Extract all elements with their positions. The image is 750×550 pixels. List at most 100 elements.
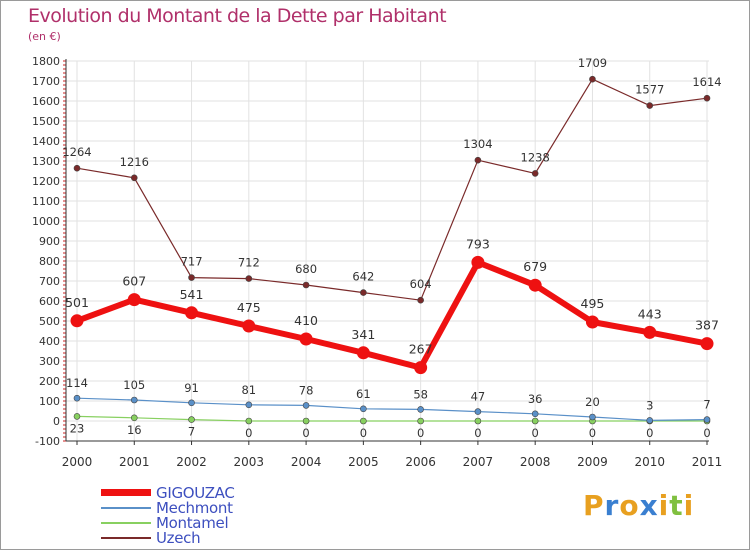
data-label-uzech: 1709 [578, 56, 607, 70]
data-label-mechmont: 58 [413, 387, 428, 401]
legend-swatch-montamel [101, 522, 151, 524]
x-tick-label: 2005 [348, 455, 379, 469]
data-point-mechmont [360, 405, 367, 413]
logo-letter: P [583, 489, 605, 522]
data-label-mechmont: 105 [123, 378, 145, 392]
data-label-mechmont: 78 [299, 383, 314, 397]
data-point-gigouzac [700, 337, 714, 351]
x-tick-label: 2000 [62, 455, 93, 469]
x-tick-label: 2009 [577, 455, 608, 469]
data-point-uzech [130, 174, 138, 182]
data-label-uzech: 1238 [521, 150, 550, 164]
data-label-gigouzac: 607 [122, 274, 146, 289]
y-tick-label: 700 [39, 275, 60, 288]
y-tick-label: 500 [39, 315, 60, 328]
grid-layer [66, 60, 709, 442]
y-tick-label: 1400 [32, 135, 60, 148]
data-point-mechmont [245, 401, 253, 409]
series-line-mechmont [76, 397, 708, 421]
x-tick-label: 2004 [291, 455, 322, 469]
data-label-montamel: 7 [188, 425, 195, 439]
data-point-montamel [417, 417, 424, 425]
logo-letter: t [669, 489, 684, 522]
x-tick-label: 2006 [405, 455, 436, 469]
data-label-mechmont: 47 [471, 390, 486, 404]
legend-label-uzech: Uzech [156, 529, 201, 547]
data-label-montamel: 0 [245, 426, 252, 440]
data-point-mechmont [417, 406, 424, 413]
data-point-uzech [589, 75, 596, 83]
y-tick-label: 1100 [32, 195, 60, 208]
data-label-gigouzac: 443 [638, 306, 662, 321]
y-tick-label: 0 [53, 415, 60, 428]
data-point-uzech [703, 94, 711, 102]
y-tick-label: 400 [39, 335, 60, 348]
data-point-montamel [360, 417, 367, 425]
logo-letter: x [639, 489, 659, 522]
x-tick-label: 2007 [463, 455, 494, 469]
data-point-montamel [302, 417, 310, 425]
legend-swatch-uzech [101, 537, 151, 539]
data-point-gigouzac [242, 319, 256, 333]
y-tick-label: 900 [39, 235, 60, 248]
series-layer [70, 75, 714, 425]
x-tick-label: 2003 [234, 455, 265, 469]
data-label-gigouzac: 410 [294, 313, 318, 328]
legend-label-montamel: Montamel [156, 514, 229, 532]
data-point-montamel [474, 417, 482, 425]
data-label-uzech: 1304 [463, 137, 492, 151]
data-label-montamel: 0 [703, 426, 710, 440]
y-tick-label: 600 [39, 295, 60, 308]
data-point-mechmont [474, 408, 482, 415]
data-label-uzech: 712 [238, 256, 260, 270]
y-tick-label: 1700 [32, 75, 60, 88]
data-label-montamel: 0 [589, 426, 596, 440]
data-label-uzech: 1577 [635, 83, 664, 97]
data-point-uzech [73, 164, 81, 172]
data-label-gigouzac: 475 [237, 300, 261, 315]
y-tick-label: 300 [39, 355, 60, 368]
data-point-gigouzac [471, 255, 485, 269]
data-point-gigouzac [414, 361, 428, 375]
logo-letter: r [604, 489, 620, 522]
data-label-gigouzac: 341 [351, 327, 375, 342]
legend-label-mechmont: Mechmont [156, 499, 233, 517]
data-label-gigouzac: 495 [581, 296, 605, 311]
data-label-uzech: 642 [352, 270, 374, 284]
data-label-gigouzac: 793 [466, 236, 490, 251]
data-point-gigouzac [585, 315, 599, 329]
data-label-montamel: 0 [417, 426, 424, 440]
axis-layer: -100010020030040050060070080090010001100… [32, 55, 722, 469]
data-label-montamel: 16 [127, 423, 142, 437]
data-point-mechmont [531, 410, 539, 418]
data-label-mechmont: 3 [646, 398, 653, 412]
data-point-gigouzac [299, 332, 313, 346]
data-label-uzech: 1264 [62, 145, 91, 159]
y-tick-label: 200 [39, 375, 60, 388]
y-tick-label: 1300 [32, 155, 60, 168]
data-label-montamel: 23 [70, 421, 85, 435]
data-point-montamel [130, 414, 138, 422]
y-tick-label: 100 [39, 395, 60, 408]
data-point-uzech [417, 296, 424, 304]
data-label-mechmont: 114 [66, 376, 88, 390]
x-tick-label: 2002 [176, 455, 207, 469]
data-label-uzech: 1216 [120, 155, 149, 169]
logo-letter: i [658, 489, 670, 522]
data-point-gigouzac [127, 293, 141, 307]
data-label-montamel: 0 [360, 426, 367, 440]
x-tick-label: 2001 [119, 455, 150, 469]
data-point-mechmont [703, 416, 711, 423]
y-tick-label: 1500 [32, 115, 60, 128]
data-point-montamel [245, 417, 253, 425]
y-tick-label: 1600 [32, 95, 60, 108]
legend-swatch-mechmont [101, 507, 151, 509]
data-label-montamel: 0 [532, 426, 539, 440]
data-label-gigouzac: 679 [523, 259, 547, 274]
data-label-montamel: 0 [302, 426, 309, 440]
data-label-uzech: 1614 [692, 75, 721, 89]
data-label-uzech: 717 [181, 255, 203, 269]
logo-letter: i [683, 489, 695, 522]
